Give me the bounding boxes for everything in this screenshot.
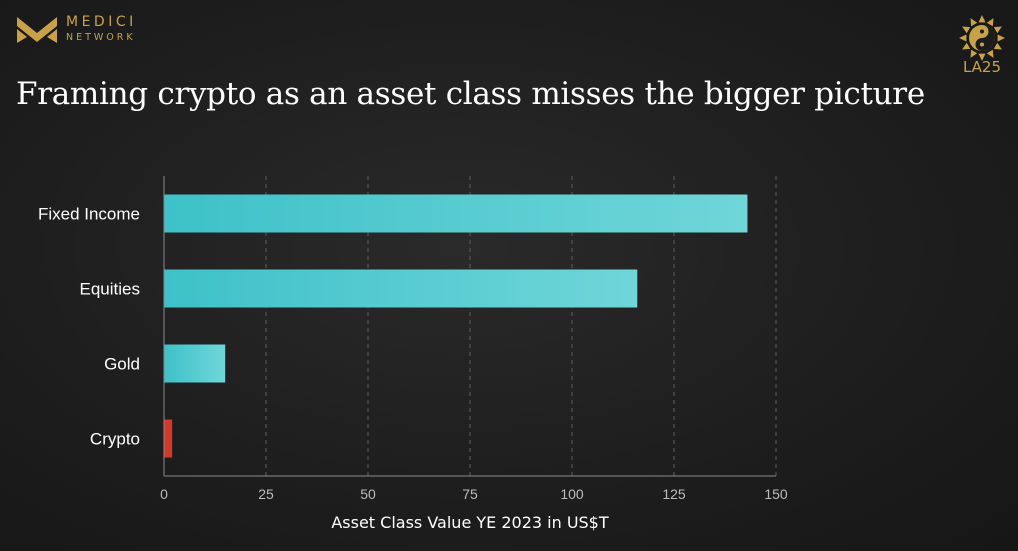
y-category-label: Crypto bbox=[90, 430, 140, 449]
y-category-label: Equities bbox=[80, 280, 140, 299]
axes bbox=[163, 176, 776, 477]
sun-ray bbox=[978, 53, 986, 61]
page-title: Framing crypto as an asset class misses … bbox=[16, 76, 925, 112]
sun-ray bbox=[993, 42, 1002, 50]
la25-badge: LA25 bbox=[958, 14, 1006, 80]
x-tick-label: 75 bbox=[462, 486, 478, 502]
logo-word-medici: MEDICI bbox=[66, 14, 137, 31]
medici-network-logo: MEDICI NETWORK bbox=[16, 14, 137, 44]
sun-ray bbox=[962, 42, 971, 50]
x-tick-label: 100 bbox=[560, 486, 584, 502]
bar-crypto bbox=[164, 419, 173, 458]
sun-ray bbox=[986, 49, 994, 58]
sun-ray bbox=[993, 26, 1002, 34]
y-category-label: Fixed Income bbox=[38, 205, 140, 224]
sun-ray bbox=[970, 49, 978, 58]
sun-ray bbox=[997, 34, 1005, 42]
bar-gold bbox=[164, 344, 226, 383]
x-tick-label: 125 bbox=[662, 486, 686, 502]
logo-word-network: NETWORK bbox=[66, 32, 136, 44]
x-tick-label: 25 bbox=[258, 486, 274, 502]
x-tick-label: 50 bbox=[360, 486, 376, 502]
sun-ray bbox=[978, 15, 986, 23]
x-axis-title: Asset Class Value YE 2023 in US$T bbox=[331, 513, 609, 532]
x-tick-label: 0 bbox=[160, 486, 168, 502]
bars bbox=[164, 194, 748, 458]
y-category-label: Gold bbox=[104, 355, 140, 374]
yin-yang-sun-icon bbox=[959, 15, 1005, 61]
sun-ray bbox=[970, 18, 978, 27]
bar-equities bbox=[164, 269, 638, 308]
x-tick-label: 150 bbox=[764, 486, 788, 502]
medici-m-logo-icon bbox=[17, 17, 57, 43]
sun-ray bbox=[962, 26, 971, 34]
labels: 0 25 50 75 100 125 150 Fixed Income Equities Gold… bbox=[38, 205, 788, 503]
sun-ray bbox=[959, 34, 967, 42]
bar-fixed-income bbox=[164, 194, 748, 233]
sun-ray bbox=[986, 18, 994, 27]
la25-badge-text: LA25 bbox=[962, 58, 1002, 76]
